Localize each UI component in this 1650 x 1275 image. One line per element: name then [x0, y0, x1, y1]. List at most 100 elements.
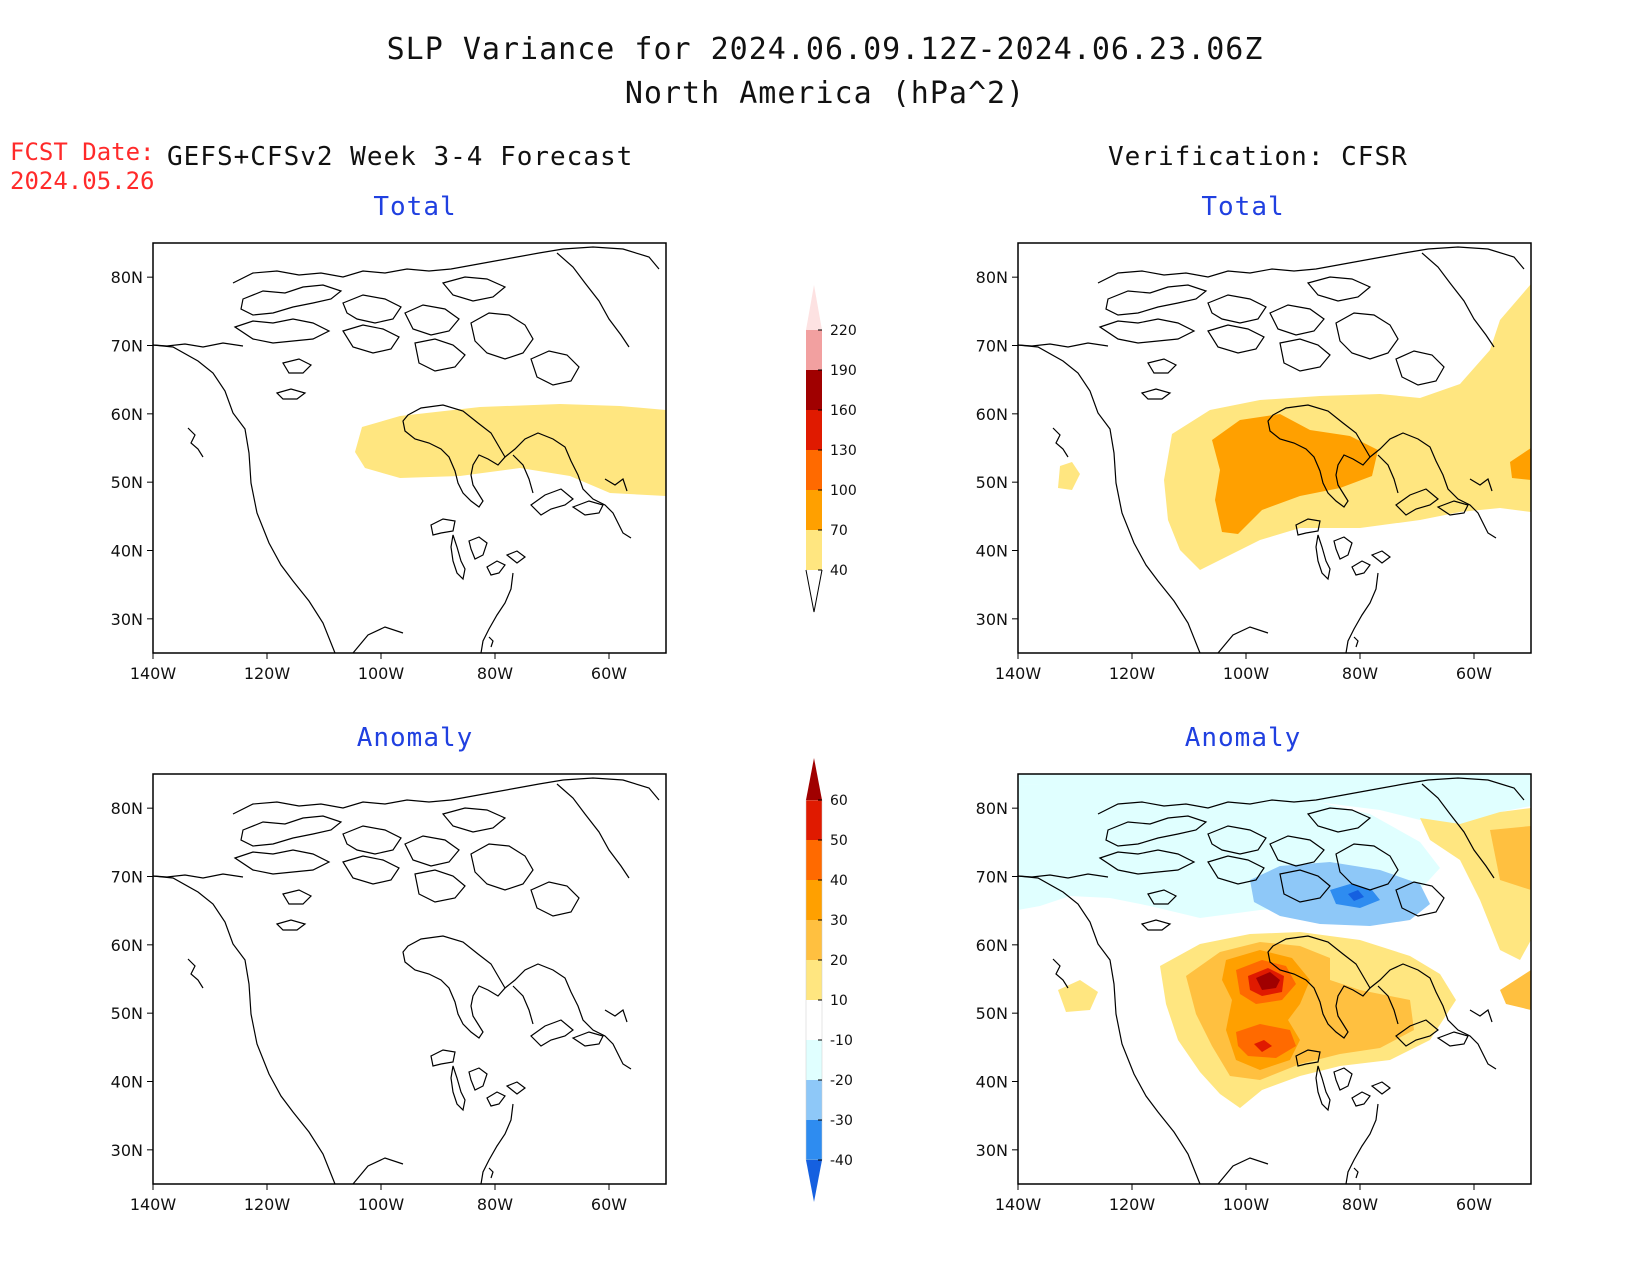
lat-tick-label: 60N [976, 405, 1008, 424]
colorbar-label: 220 [830, 323, 857, 339]
colorbar-swatch [806, 1000, 822, 1040]
colorbar-swatch [806, 285, 822, 330]
lat-tick-label: 40N [111, 542, 143, 561]
colorbar-swatch [806, 1160, 822, 1202]
lon-tick-label: 80W [477, 1195, 513, 1214]
colorbar-label: -20 [830, 1073, 853, 1089]
lat-tick-label: 50N [111, 1004, 143, 1023]
lat-tick-label: 50N [976, 473, 1008, 492]
lat-tick-label: 40N [976, 1073, 1008, 1092]
colorbar-label: -40 [830, 1153, 853, 1169]
panel-title-verification-anomaly: Anomaly [1184, 723, 1302, 753]
colorbar-label: 40 [830, 563, 848, 579]
lon-tick-label: 140W [130, 664, 177, 683]
colorbar-label: 30 [830, 913, 848, 929]
map-frame [1017, 773, 1532, 1185]
colorbar-swatch [806, 370, 822, 410]
colorbar-label: 100 [830, 483, 857, 499]
colorbar-swatch [806, 490, 822, 530]
lat-tick-label: 30N [111, 610, 143, 629]
map-axes: 80N 70N 60N 50N 40N 30N 140W 120W 100W 80W 60W 80N 7… [111, 268, 1493, 1214]
shading-verification-total [1058, 284, 1531, 570]
lon-tick-label: 80W [1342, 664, 1378, 683]
lat-tick-label: 40N [111, 1073, 143, 1092]
panel-title-forecast-anomaly: Anomaly [356, 723, 474, 753]
lat-tick-label: 80N [111, 799, 143, 818]
page-subtitle: North America (hPa^2) [624, 76, 1026, 111]
map-frame [1017, 242, 1532, 654]
colorbar-swatch [806, 880, 822, 920]
map-frame [152, 242, 667, 654]
lon-tick-label: 100W [358, 664, 405, 683]
colorbar-total: 40 70 100 130 160 190 220 [805, 285, 857, 613]
colorbar-label: 70 [830, 523, 848, 539]
lat-tick-label: 40N [976, 542, 1008, 561]
lat-tick-label: 60N [976, 936, 1008, 955]
colorbar-swatch [806, 530, 822, 570]
map-frame [152, 773, 667, 1185]
fcst-date-value: 2024.05.26 [10, 167, 155, 195]
colorbar-label: -30 [830, 1113, 853, 1129]
coastline [152, 777, 660, 1185]
lon-tick-label: 60W [591, 664, 627, 683]
shading-verification-anomaly [1018, 774, 1531, 1108]
fcst-date-label: FCST Date: [10, 138, 155, 166]
lon-tick-label: 100W [1223, 664, 1270, 683]
lon-tick-label: 60W [1456, 1195, 1492, 1214]
lat-tick-label: 50N [111, 473, 143, 492]
colorbar-label: 130 [830, 443, 857, 459]
lon-tick-label: 100W [358, 1195, 405, 1214]
colorbar-label: 160 [830, 403, 857, 419]
colorbar-swatch [806, 450, 822, 490]
lat-tick-label: 80N [111, 268, 143, 287]
colorbar-swatch [806, 758, 822, 800]
colorbar-anomaly: -40 -30 -20 -10 10 20 30 40 50 60 [805, 758, 853, 1202]
colorbar-label: 20 [830, 953, 848, 969]
lon-tick-label: 120W [244, 1195, 291, 1214]
lat-tick-label: 70N [111, 868, 143, 887]
lat-tick-label: 70N [111, 337, 143, 356]
colorbar-swatch [806, 1120, 822, 1160]
map-forecast-anomaly [152, 773, 667, 1185]
forecast-column-header: GEFS+CFSv2 Week 3-4 Forecast [167, 142, 634, 172]
colorbar-label: -10 [830, 1033, 853, 1049]
lon-tick-label: 60W [1456, 664, 1492, 683]
lat-tick-label: 50N [976, 1004, 1008, 1023]
colorbar-label: 50 [830, 833, 848, 849]
map-verification-anomaly [1017, 773, 1532, 1185]
colorbar-swatch [806, 1040, 822, 1080]
lon-tick-label: 120W [1109, 1195, 1156, 1214]
colorbar-swatch [806, 920, 822, 960]
lat-tick-label: 60N [111, 936, 143, 955]
colorbar-label: 10 [830, 993, 848, 1009]
lat-tick-label: 30N [976, 610, 1008, 629]
lon-tick-label: 120W [244, 664, 291, 683]
map-forecast-total [152, 242, 667, 654]
lat-tick-label: 70N [976, 868, 1008, 887]
panel-title-verification-total: Total [1201, 192, 1285, 222]
lon-tick-label: 80W [1342, 1195, 1378, 1214]
colorbar-swatch [806, 410, 822, 450]
lat-tick-label: 30N [111, 1141, 143, 1160]
lon-tick-label: 140W [130, 1195, 177, 1214]
colorbar-swatch [806, 1080, 822, 1120]
colorbar-swatch [806, 960, 822, 1000]
colorbar-swatch [806, 330, 822, 370]
lat-tick-label: 80N [976, 799, 1008, 818]
lat-tick-label: 70N [976, 337, 1008, 356]
lon-tick-label: 120W [1109, 664, 1156, 683]
colorbar-swatch [806, 800, 822, 840]
lon-tick-label: 80W [477, 664, 513, 683]
lat-tick-label: 80N [976, 268, 1008, 287]
colorbar-swatch [806, 840, 822, 880]
shading-forecast-total [355, 404, 666, 496]
lon-tick-label: 60W [591, 1195, 627, 1214]
lon-tick-label: 140W [995, 1195, 1042, 1214]
colorbar-label: 40 [830, 873, 848, 889]
page-title: SLP Variance for 2024.06.09.12Z-2024.06.… [386, 32, 1264, 67]
panel-title-forecast-total: Total [373, 192, 457, 222]
colorbar-end [805, 569, 823, 613]
map-verification-total [1017, 242, 1532, 654]
lat-tick-label: 30N [976, 1141, 1008, 1160]
